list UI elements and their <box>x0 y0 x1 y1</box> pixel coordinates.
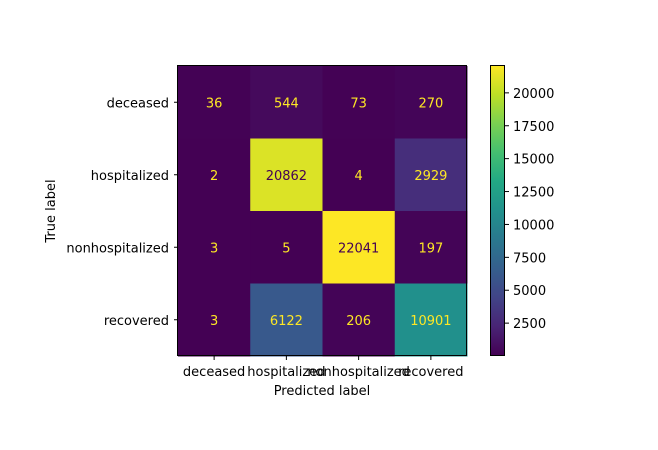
heatmap-cell <box>394 66 468 139</box>
cell-value-label: 5 <box>282 241 290 256</box>
cell-value-label: 22041 <box>338 241 379 256</box>
heatmap-cell <box>322 66 396 139</box>
cell-value-label: 6122 <box>270 314 303 329</box>
cell-value-label: 206 <box>346 314 371 329</box>
heatmap-cell <box>322 283 396 357</box>
x-tick-label: hospitalized <box>247 365 325 380</box>
x-tick-label: recovered <box>398 365 463 380</box>
colorbar-tick-label: 12500 <box>513 186 554 201</box>
heatmap-cell <box>394 211 468 284</box>
cell-value-label: 3 <box>210 314 218 329</box>
cell-value-label: 2 <box>210 169 218 184</box>
colorbar-tick-label: 7500 <box>513 251 546 266</box>
heatmap-cell <box>394 283 468 357</box>
cell-value-label: 544 <box>274 96 299 111</box>
x-axis-ticks: deceased hospitalizednonhospitalizedrecov… <box>183 356 463 380</box>
plot-frame <box>177 65 467 356</box>
x-tick-label: deceased <box>183 365 245 380</box>
y-axis-title: True label <box>44 179 59 243</box>
heatmap-cell <box>250 283 323 357</box>
heatmap-cell <box>178 66 251 139</box>
x-axis-title: Predicted label <box>274 384 371 399</box>
heatmap-cell <box>322 211 396 284</box>
y-axis-ticks: deceased hospitalized nonhospitalized recov… <box>66 96 178 329</box>
y-tick-label: deceased <box>107 96 169 111</box>
colorbar-tick-label: 5000 <box>513 284 546 299</box>
cell-value-label: 270 <box>418 96 443 111</box>
colorbar-tick-label: 17500 <box>513 120 554 135</box>
heatmap-cell <box>322 138 396 212</box>
y-tick-label: recovered <box>104 314 169 329</box>
cell-value-label: 36 <box>206 96 223 111</box>
cell-value-label: 20862 <box>266 169 307 184</box>
cell-value-label: 2929 <box>414 169 447 184</box>
heatmap-cell <box>250 138 323 212</box>
x-tick-label: nonhospitalized <box>307 365 410 380</box>
heatmap-cell <box>178 211 251 284</box>
colorbar <box>490 65 505 356</box>
cell-value-label: 10901 <box>410 314 451 329</box>
colorbar-tick-label: 20000 <box>513 87 554 102</box>
y-tick-label: nonhospitalized <box>66 241 169 256</box>
heatmap-cell-labels: 36 544 73 270 2 20862 4 2929 3 5 22041 197 3 6122 206 1… <box>206 96 452 329</box>
cell-value-label: 3 <box>210 241 218 256</box>
colorbar-tick-label: 2500 <box>513 317 546 332</box>
heatmap-cell <box>250 211 323 284</box>
y-tick-label: hospitalized <box>91 169 169 184</box>
colorbar-tick-label: 10000 <box>513 218 554 233</box>
cell-value-label: 197 <box>418 241 443 256</box>
cell-value-label: 73 <box>350 96 367 111</box>
heatmap-cell <box>250 66 323 139</box>
cell-value-label: 4 <box>354 169 362 184</box>
heatmap-cell <box>178 283 251 357</box>
colorbar-ticks: 2500 5000 7500 10000 12500 15000 17500 20000 <box>505 87 554 332</box>
colorbar-tick-label: 15000 <box>513 153 554 168</box>
heatmap-cells <box>178 66 468 357</box>
heatmap-cell <box>178 138 251 212</box>
heatmap-cell <box>394 138 468 212</box>
